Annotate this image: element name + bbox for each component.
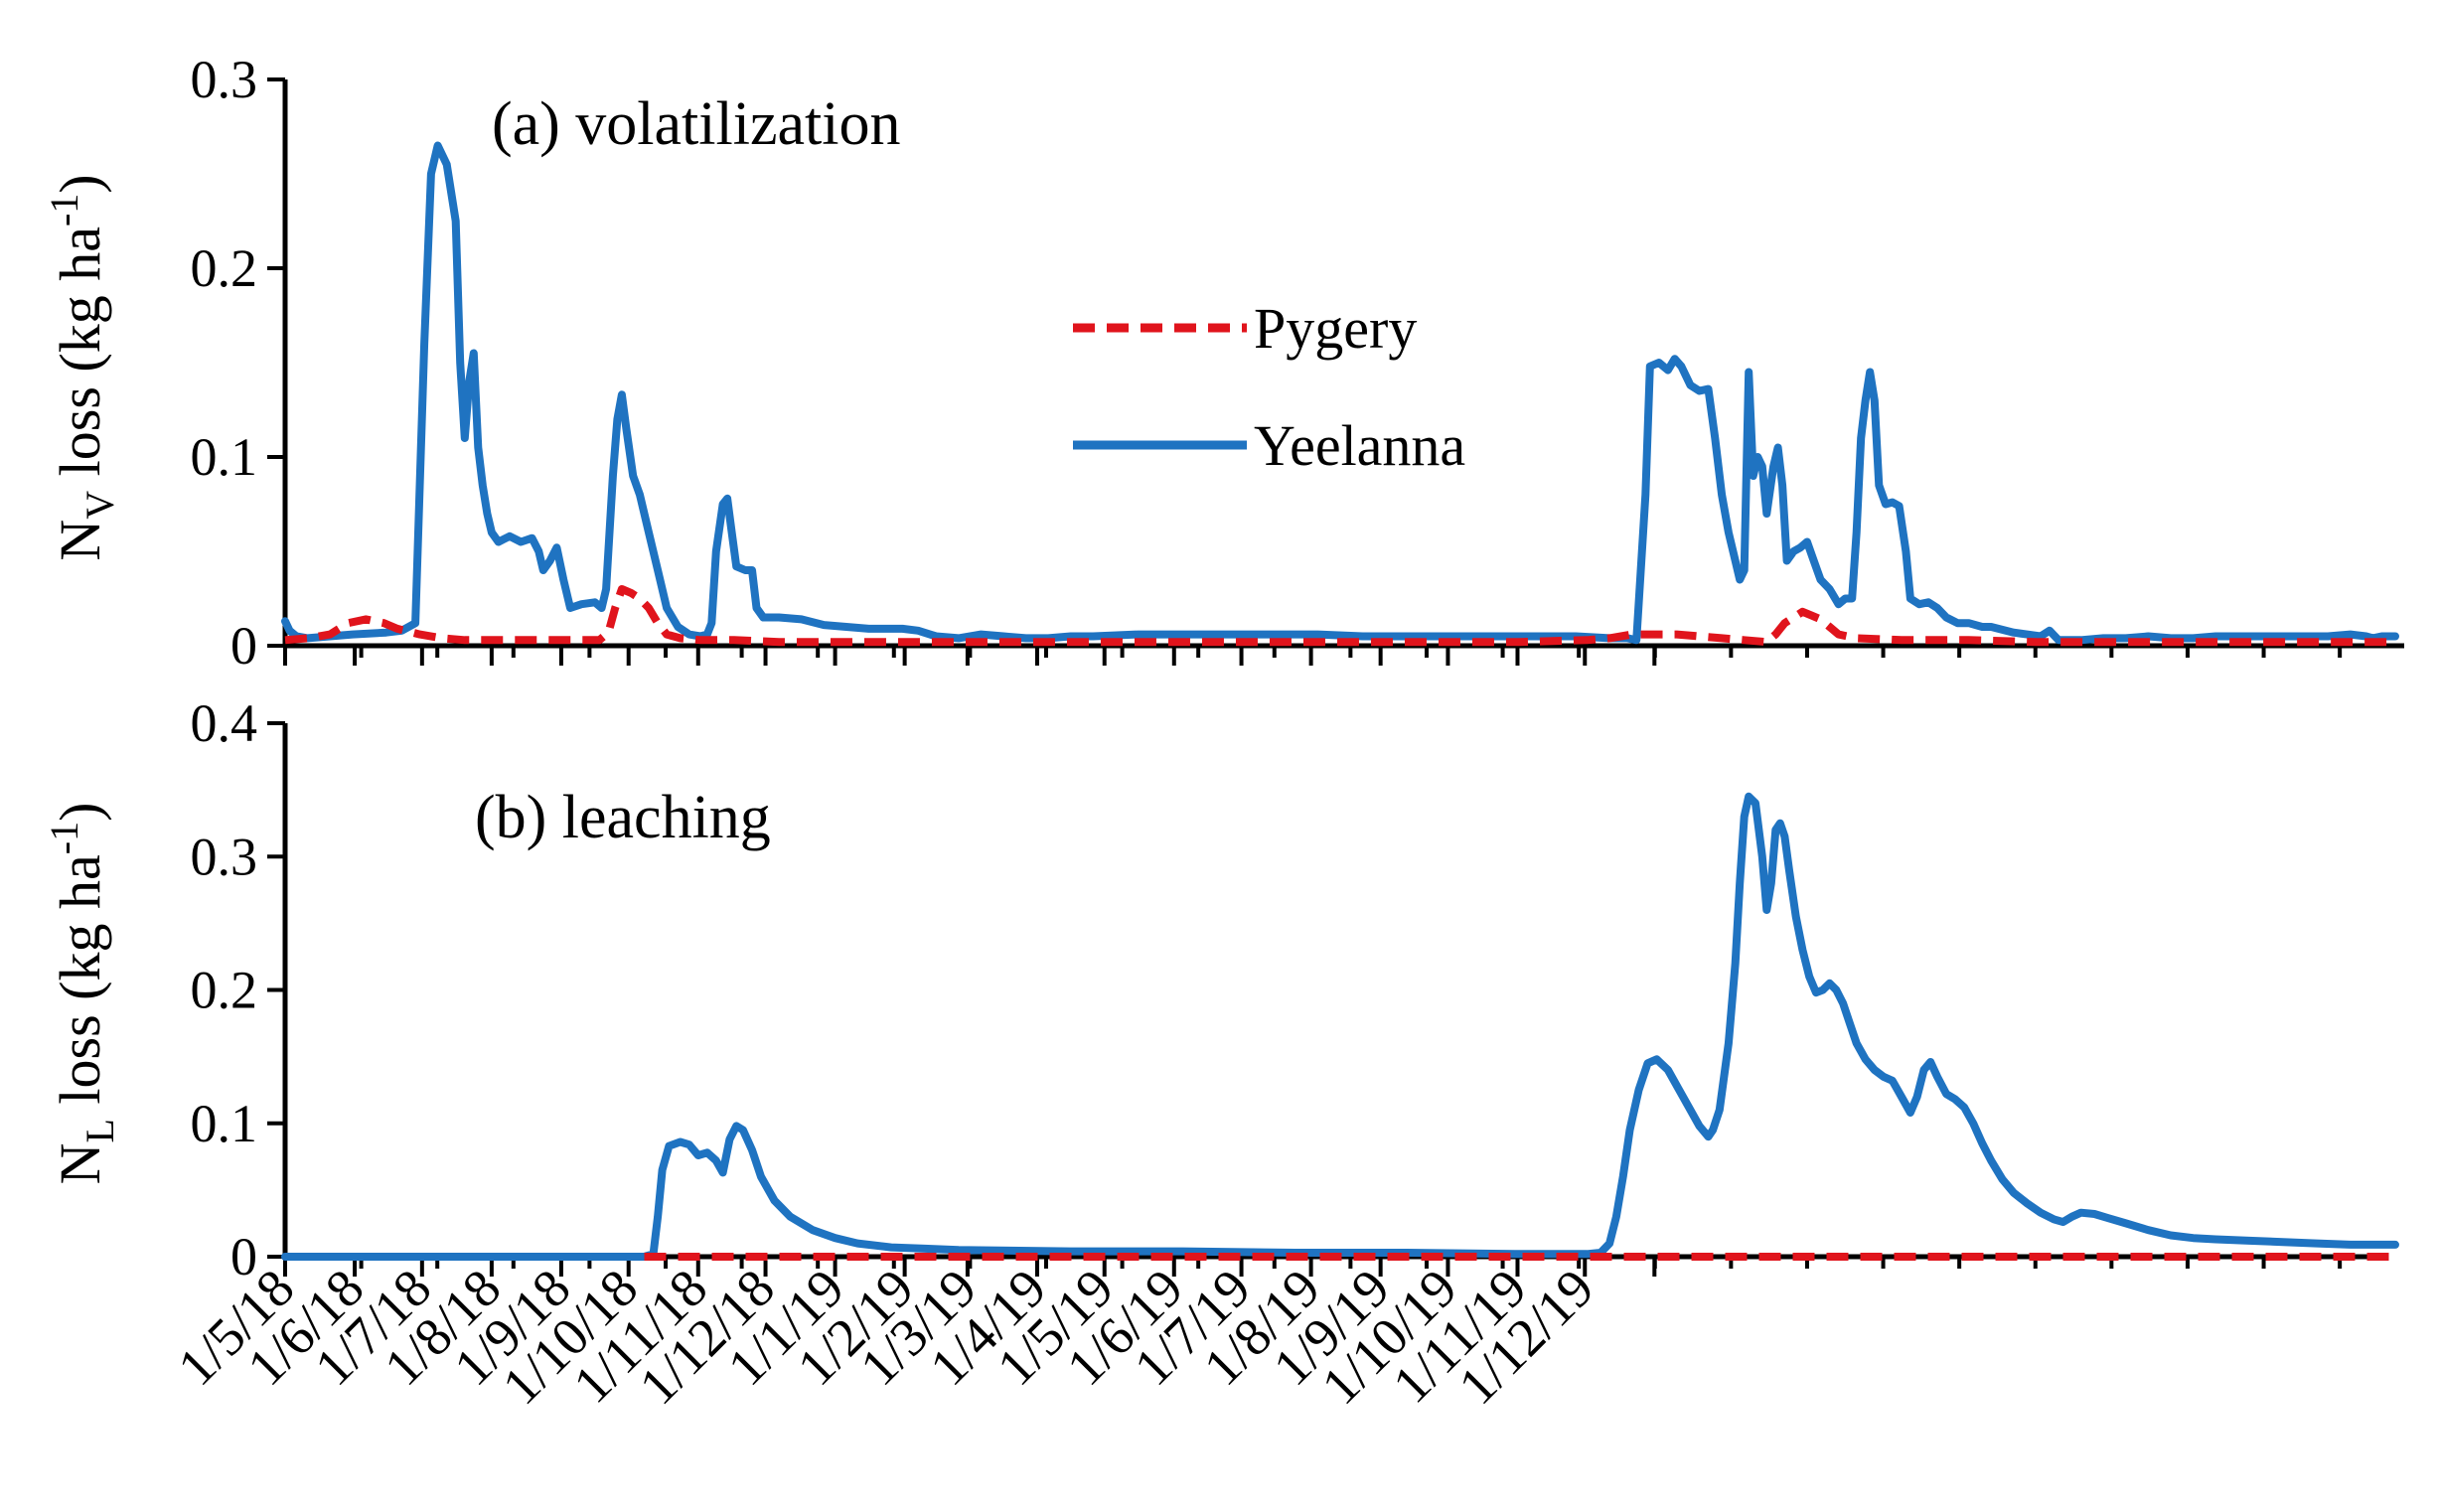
y-axis-title-a-sub: V — [77, 491, 122, 520]
panel-volatilization: 0 0.1 0.2 0.3 (a) volatilization NV loss (k… — [42, 50, 2404, 676]
series-line-yeelanna-b — [281, 792, 2399, 1261]
series-line-pygery-a — [284, 585, 2395, 647]
legend-label-pygery: Pygery — [1254, 296, 1417, 361]
y-tick-label-b-1: 0.1 — [191, 1094, 258, 1153]
y-tick-label-a-1: 0.1 — [191, 427, 258, 487]
panel-a-annotation: (a) volatilization — [492, 90, 900, 158]
y-tick-label-a-2: 0.2 — [191, 238, 258, 298]
y-axis-title-b-base: N — [48, 1143, 112, 1185]
series-line-yeelanna-a — [281, 141, 2399, 645]
y-axis-title-a: NV loss (kg ha-1) — [42, 174, 122, 560]
y-axis-title-a-end: ) — [48, 174, 112, 193]
y-tick-label-b-3: 0.3 — [191, 827, 258, 886]
y-tick-label-b-2: 0.2 — [191, 961, 258, 1020]
y-axis-title-b-sup: -1 — [42, 822, 86, 854]
legend: Pygery Yeelanna — [1073, 296, 1465, 478]
y-axis-title-b-sub: L — [77, 1119, 122, 1142]
y-axis-title-b-mid: loss (kg ha — [48, 854, 112, 1119]
panel-b-annotation: (b) leaching — [475, 784, 771, 851]
y-axis-title-a-sup: -1 — [42, 194, 86, 227]
y-axis-title-b-end: ) — [48, 803, 112, 822]
y-tick-label-b-4: 0.4 — [191, 693, 258, 753]
y-axis-title-a-base: N — [48, 520, 112, 561]
y-axis-title-b: NL loss (kg ha-1) — [42, 803, 122, 1185]
y-tick-label-b-0: 0 — [230, 1227, 257, 1286]
legend-label-yeelanna: Yeelanna — [1254, 413, 1465, 478]
y-axis-title-a-mid: loss (kg ha — [48, 227, 112, 491]
panel-leaching: 0 0.1 0.2 0.3 0.4 (b) leaching NL loss (kg h… — [42, 693, 2399, 1416]
y-tick-label-a-3: 0.3 — [191, 50, 258, 109]
y-tick-label-a-0: 0 — [230, 616, 257, 676]
